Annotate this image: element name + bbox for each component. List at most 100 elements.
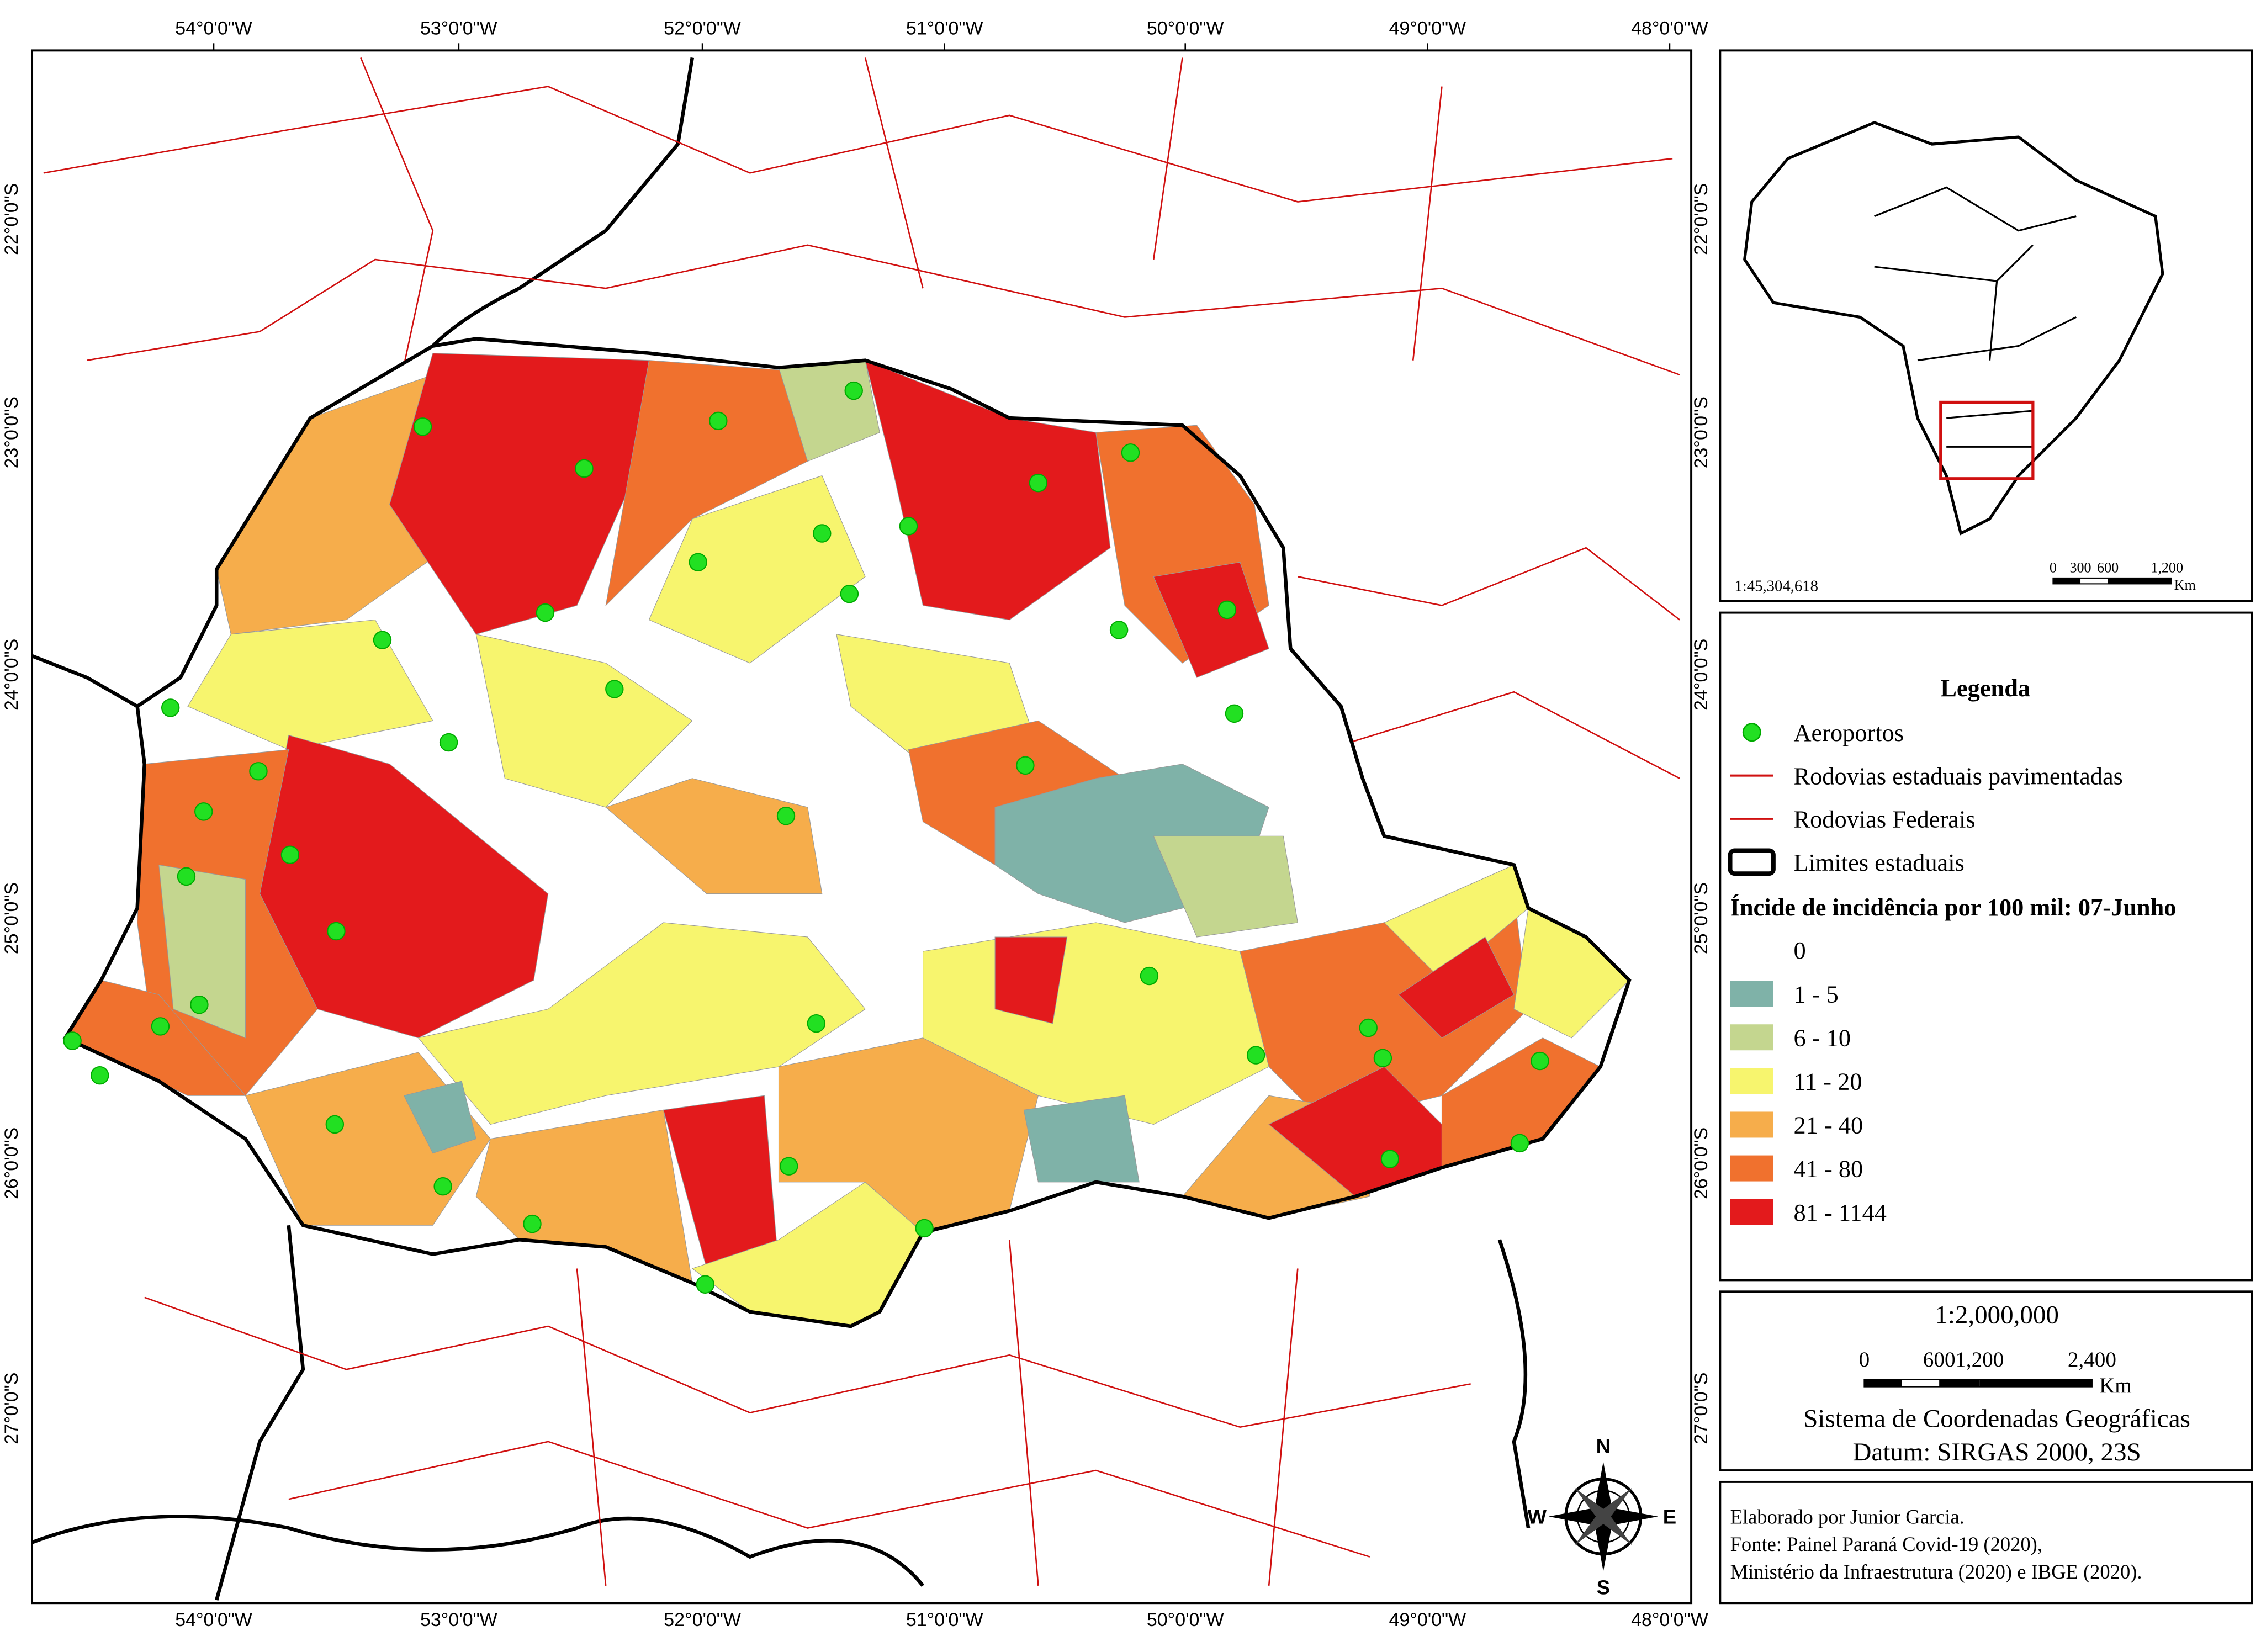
lat-label: 26°0'0"S (1691, 1127, 1712, 1199)
scale-bar (1939, 1379, 1980, 1387)
scale-label: 2,400 (2068, 1348, 2116, 1372)
crs: Sistema de Coordenadas Geográficas (1803, 1405, 2190, 1433)
lat-label: 22°0'0"S (1, 183, 22, 255)
airport (899, 517, 918, 536)
airport (1531, 1051, 1549, 1071)
inset-scale-label: 0 (2050, 559, 2057, 575)
lat-label: 24°0'0"S (1, 639, 22, 711)
compass-rose (1548, 1462, 1659, 1571)
lat-label: 25°0'0"S (1, 882, 22, 954)
zone (605, 778, 823, 894)
road (43, 86, 1673, 203)
scale-bar (2053, 578, 2081, 584)
airport (1109, 621, 1129, 639)
zone (1153, 835, 1298, 938)
airport (813, 524, 832, 543)
inset-scale-label: 600 (2097, 559, 2119, 575)
legend-swatch (1730, 1111, 1773, 1138)
inset-highlight (1939, 400, 2035, 480)
lat-label: 27°0'0"S (1, 1373, 22, 1444)
airport (1225, 704, 1244, 723)
lon-label: 48°0'0"W (1631, 1609, 1708, 1630)
zone (417, 922, 866, 1125)
airport (776, 807, 796, 825)
lat-label: 22°0'0"S (1691, 183, 1712, 255)
zone (1398, 936, 1515, 1039)
airport (177, 867, 196, 886)
legend-label: Limites estaduais (1793, 849, 1964, 876)
lat-label: 27°0'0"S (1691, 1373, 1712, 1444)
zone (1153, 562, 1269, 678)
airport (844, 381, 863, 400)
airport (151, 1017, 170, 1036)
airport (194, 802, 213, 821)
lon-label: 48°0'0"W (1631, 18, 1708, 39)
airport (1510, 1134, 1529, 1153)
airport (709, 411, 728, 431)
compass-letter: W (1528, 1506, 1547, 1528)
lon-label: 50°0'0"W (1147, 1609, 1224, 1630)
airport (433, 1177, 452, 1196)
legend-swatch (1730, 981, 1773, 1007)
lat-label: 25°0'0"S (1691, 882, 1712, 954)
airport (1140, 966, 1159, 986)
airport (575, 459, 594, 478)
lon-label: 51°0'0"W (906, 1609, 983, 1630)
airport (1029, 473, 1048, 493)
lon-label: 51°0'0"W (906, 18, 983, 39)
state-outline (62, 337, 1632, 1328)
legend-label: Rodovias Federais (1793, 806, 1975, 833)
airport (413, 417, 432, 436)
legend-frame (1719, 611, 2253, 1282)
incidence-zones (65, 353, 1630, 1327)
legend-swatch (1730, 1199, 1773, 1225)
state-border (31, 57, 1531, 1601)
legend-swatch (1730, 1024, 1773, 1051)
airport (91, 1066, 109, 1085)
credit-line: Fonte: Painel Paraná Covid-19 (2020), (1730, 1533, 2042, 1555)
scale-bar (1979, 1379, 2092, 1387)
inset-map (1743, 121, 2164, 536)
airport (605, 680, 624, 698)
scale-bar (1864, 1379, 1902, 1387)
legend-swatch (1730, 1155, 1773, 1182)
airport (325, 1115, 345, 1134)
road (87, 244, 1680, 376)
compass-star (1574, 1487, 1633, 1545)
airport (327, 922, 346, 941)
legend-class-label: 6 - 10 (1793, 1024, 1851, 1051)
scale-bar (2108, 578, 2172, 584)
legend-class-title: Íncide de incidência por 100 mil: 07-Jun… (1730, 893, 2177, 921)
airport (915, 1219, 934, 1238)
legend-class-label: 0 (1793, 936, 1805, 964)
zone (158, 864, 246, 1039)
airport (1373, 1049, 1392, 1068)
airport (1121, 443, 1140, 462)
airport (373, 631, 392, 649)
airport (689, 553, 707, 571)
lon-label: 49°0'0"W (1389, 18, 1466, 39)
lon-label: 54°0'0"W (175, 18, 252, 39)
credits-frame (1719, 1480, 2253, 1605)
scale-label: 1,200 (1955, 1348, 2004, 1372)
airports (63, 381, 1549, 1294)
lon-label: 52°0'0"W (664, 1609, 741, 1630)
lon-label: 52°0'0"W (664, 18, 741, 39)
legend-class-label: 11 - 20 (1793, 1068, 1862, 1095)
credit-line: Ministério da Infraestrutura (2020) e IB… (1730, 1560, 2142, 1583)
legend-symbol (1728, 848, 1776, 876)
lat-label: 23°0'0"S (1691, 396, 1712, 468)
zone (1023, 1095, 1140, 1183)
legend-class-label: 41 - 80 (1793, 1155, 1863, 1183)
state-lines (1874, 186, 2077, 448)
legend-symbol (1742, 723, 1761, 742)
airport (249, 762, 268, 781)
airport (161, 698, 180, 717)
scale-label: 600 (1923, 1348, 1956, 1372)
zone (187, 620, 433, 750)
airport (280, 845, 300, 864)
lon-label: 53°0'0"W (420, 1609, 497, 1630)
airport (1380, 1150, 1400, 1168)
airport (1016, 756, 1035, 775)
